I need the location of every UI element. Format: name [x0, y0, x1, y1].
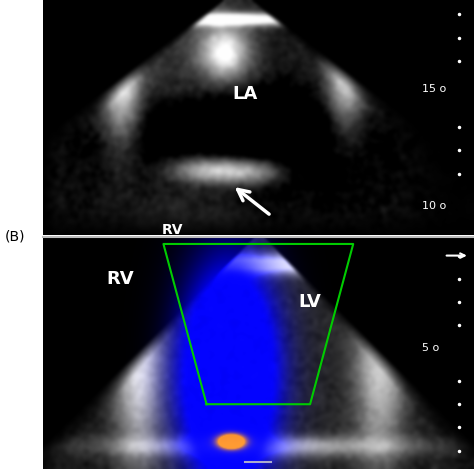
Text: RV: RV: [107, 270, 134, 288]
Text: LA: LA: [233, 85, 258, 103]
Text: RV: RV: [161, 223, 183, 237]
Text: LV: LV: [299, 293, 321, 311]
Text: 15 o: 15 o: [422, 84, 447, 94]
Text: 10 o: 10 o: [422, 201, 447, 211]
Text: 5 o: 5 o: [422, 344, 439, 354]
Text: (B): (B): [5, 230, 25, 244]
